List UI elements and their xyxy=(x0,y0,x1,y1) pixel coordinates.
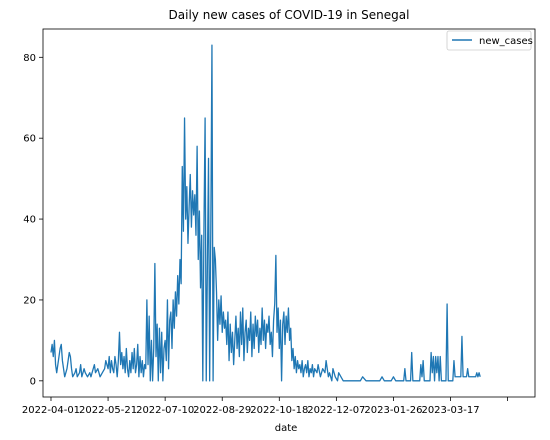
y-tick-label: 60 xyxy=(23,134,36,145)
x-axis: 2022-04-012022-05-212022-07-102022-08-29… xyxy=(22,397,509,416)
x-tick-label: 2023-01-26 xyxy=(364,405,422,416)
x-tick-label: 2022-07-10 xyxy=(136,405,194,416)
x-tick-label: 2022-10-18 xyxy=(250,405,308,416)
y-axis: 0 20 40 60 80 xyxy=(23,53,43,387)
y-tick-label: 80 xyxy=(23,53,36,64)
x-tick-label: 2022-12-07 xyxy=(307,405,365,416)
x-tick-label: 2023-03-17 xyxy=(421,405,479,416)
x-tick-label: 2022-04-01 xyxy=(22,405,80,416)
series-line-new-cases xyxy=(50,44,481,382)
legend-box xyxy=(446,30,532,51)
x-tick-label: 2022-05-21 xyxy=(79,405,137,416)
x-axis-label: date xyxy=(275,423,298,434)
chart-title: Daily new cases of COVID-19 in Senegal xyxy=(169,8,410,22)
y-tick-label: 20 xyxy=(23,295,36,306)
legend-label: new_cases xyxy=(479,36,533,47)
y-tick-label: 40 xyxy=(23,215,36,226)
x-tick-label: 2022-08-29 xyxy=(193,405,251,416)
y-tick-label: 0 xyxy=(30,376,36,387)
legend: new_cases xyxy=(446,30,533,51)
